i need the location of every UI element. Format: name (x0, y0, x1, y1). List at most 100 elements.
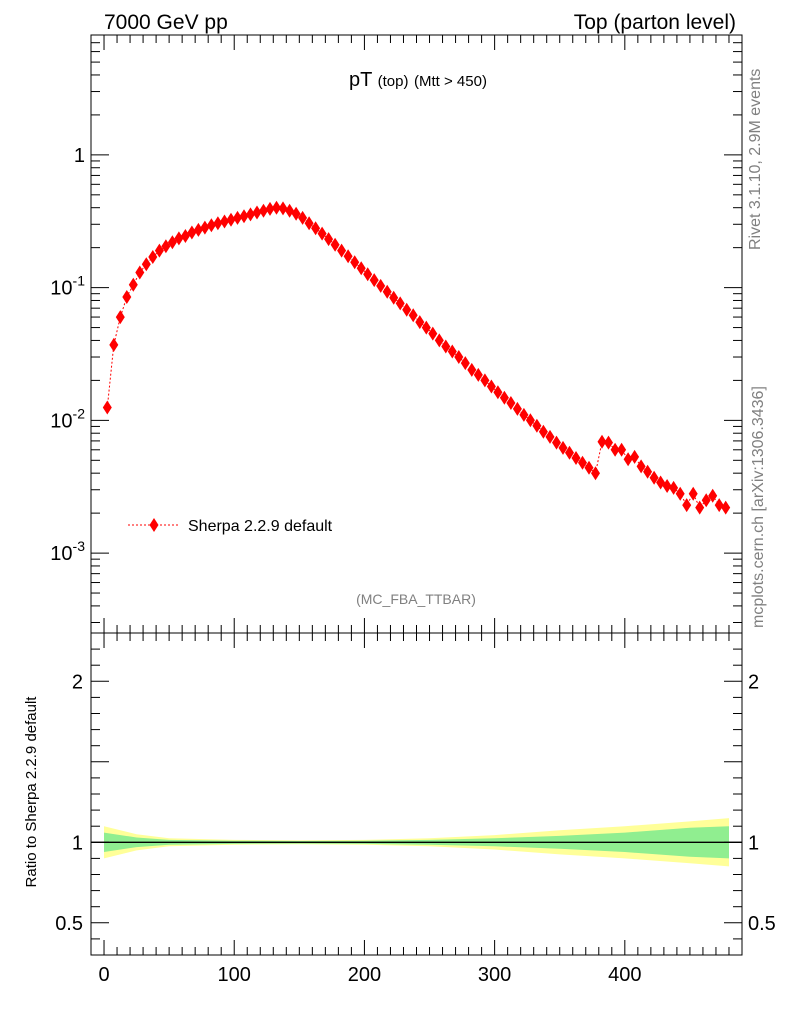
data-point (499, 390, 509, 405)
mcplots-label: mcplots.cern.ch [arXiv:1306.3436] (750, 386, 767, 628)
data-point (519, 407, 529, 422)
data-point (604, 435, 613, 450)
data-point (571, 451, 581, 465)
plot-title: pT (top) (Mtt > 450) (349, 69, 487, 91)
ratio-ytick-label-right: 2 (748, 671, 759, 693)
plot-title-sub2: (Mtt > 450) (414, 73, 487, 90)
data-point (428, 326, 438, 341)
data-point (467, 362, 477, 377)
series-line (106, 207, 726, 509)
data-point (578, 455, 587, 470)
data-point (512, 401, 522, 416)
data-series-sherpa (102, 200, 731, 515)
data-point (350, 255, 360, 270)
plot-title-main: pT (349, 69, 372, 91)
data-point (109, 337, 119, 352)
data-point (473, 367, 483, 382)
data-point (447, 344, 457, 359)
xtick-label: 0 (98, 964, 109, 986)
data-point (382, 284, 392, 299)
data-point (220, 214, 229, 229)
data-point (200, 220, 210, 235)
data-point (649, 470, 659, 485)
data-point (115, 310, 125, 325)
data-point (122, 290, 132, 304)
data-point (565, 445, 574, 460)
data-point (460, 356, 470, 371)
data-point (558, 440, 568, 455)
data-point (695, 500, 705, 515)
data-point (584, 460, 594, 475)
data-point (688, 486, 698, 501)
data-point (434, 333, 444, 348)
data-point (311, 221, 321, 236)
data-point (128, 277, 138, 292)
header-right: Top (parton level) (574, 11, 736, 34)
data-point (148, 250, 158, 264)
data-point (675, 486, 685, 501)
data-point (486, 379, 496, 394)
main-ytick-label: 10-1 (50, 273, 85, 300)
xtick-label: 300 (478, 964, 511, 986)
ratio-ytick-label-right: 0.5 (748, 913, 776, 935)
main-ytick-label: 10-2 (50, 405, 85, 432)
xtick-label: 200 (348, 964, 381, 986)
data-point (545, 429, 555, 444)
data-point (415, 315, 425, 330)
data-point (246, 207, 255, 222)
data-point (317, 226, 327, 241)
data-point (701, 493, 711, 508)
data-point (154, 243, 164, 258)
data-point (669, 480, 679, 495)
data-point (421, 320, 431, 335)
ratio-ytick-label-right: 1 (748, 832, 759, 854)
ratio-axes: 0.5 0.5 1 1 2 2 0 100 200 300 400 (55, 632, 776, 986)
data-point (538, 424, 548, 439)
data-point (135, 265, 145, 280)
data-point (102, 400, 112, 415)
data-point (662, 479, 672, 493)
data-point (363, 267, 373, 282)
data-point (298, 210, 308, 225)
header-left: 7000 GeV pp (104, 11, 228, 34)
data-point (525, 413, 535, 428)
data-point (174, 231, 184, 246)
data-point (395, 296, 405, 311)
data-point (304, 216, 314, 231)
data-point (630, 449, 640, 464)
legend: Sherpa 2.2.9 default (128, 518, 333, 535)
main-ytick-label: 10-3 (50, 538, 85, 565)
data-point (226, 212, 236, 227)
data-point (506, 396, 516, 410)
data-point (597, 434, 607, 449)
data-point (721, 500, 731, 515)
legend-label: Sherpa 2.2.9 default (188, 518, 333, 535)
data-point (233, 210, 242, 225)
data-point (324, 232, 334, 247)
data-point (591, 466, 600, 481)
ratio-ytick-label: 1 (72, 832, 83, 854)
data-point (291, 206, 301, 221)
data-point (408, 308, 418, 323)
data-point (330, 237, 340, 252)
data-point (532, 418, 542, 433)
data-point (493, 385, 503, 400)
rivet-label: Rivet 3.1.10, 2.9M events (747, 69, 764, 250)
analysis-tag: (MC_FBA_TTBAR) (356, 591, 476, 607)
data-point (389, 290, 399, 305)
xtick-label: 400 (608, 964, 641, 986)
data-point (617, 442, 627, 457)
data-point (187, 225, 197, 240)
data-point (193, 222, 203, 237)
data-point (369, 273, 379, 288)
ratio-bands (91, 818, 742, 867)
data-point (402, 302, 412, 317)
main-ytick-label: 1 (74, 145, 85, 167)
data-point (252, 205, 262, 220)
data-point (343, 249, 353, 264)
data-point (272, 200, 281, 215)
data-point (610, 442, 620, 457)
plot-title-sub1: (top) (378, 73, 409, 90)
data-point (278, 201, 288, 216)
